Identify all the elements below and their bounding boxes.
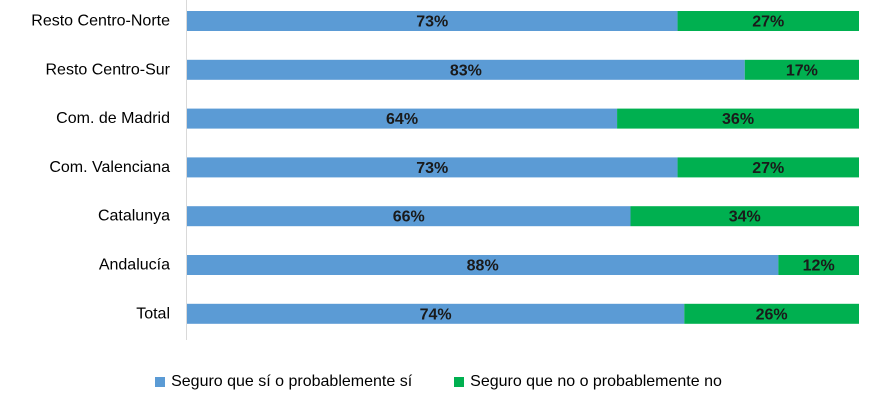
bar-com-valenciana-no (677, 157, 859, 178)
legend-swatch-no (454, 377, 465, 387)
plot-area: Resto Centro-Norte 73% 27% Resto Centro-Sur… (31, 11, 859, 324)
bar-catalunya-no (630, 206, 859, 227)
data-label-com-valenciana-no: 27% (752, 160, 784, 177)
bar-resto-centro-sur-yes (187, 59, 745, 80)
data-label-total-yes: 74% (420, 306, 452, 323)
category-label-catalunya: Catalunya (98, 208, 170, 225)
data-label-resto-centro-sur-yes: 83% (450, 62, 482, 79)
data-label-catalunya-yes: 66% (393, 209, 425, 226)
bar-com-de-madrid-no (617, 108, 859, 129)
category-label-resto-centro-norte: Resto Centro-Norte (31, 13, 170, 30)
data-label-resto-centro-sur-no: 17% (786, 62, 818, 79)
bar-catalunya-yes (187, 206, 631, 227)
legend-item-yes: Seguro que sí o probablemente sí (155, 373, 412, 391)
bar-andalucia-no (778, 255, 859, 275)
category-label-com-valenciana: Com. Valenciana (49, 159, 170, 176)
legend-label-yes: Seguro que sí o probablemente sí (171, 373, 413, 390)
bar-com-valenciana-yes (187, 157, 678, 178)
category-label-resto-centro-sur: Resto Centro-Sur (46, 61, 171, 78)
data-label-com-de-madrid-no: 36% (722, 111, 754, 128)
legend-label-no: Seguro que no o probablemente no (470, 373, 722, 390)
bar-andalucia-yes (187, 255, 779, 275)
data-label-andalucia-no: 12% (803, 258, 835, 275)
category-label-com-de-madrid: Com. de Madrid (56, 110, 170, 127)
legend-item-no: Seguro que no o probablemente no (454, 373, 722, 391)
data-label-com-de-madrid-yes: 64% (386, 111, 418, 128)
data-label-com-valenciana-yes: 73% (416, 160, 448, 177)
bar-com-de-madrid-yes (187, 108, 618, 129)
category-label-total: Total (136, 305, 170, 322)
bar-resto-centro-norte-yes (187, 11, 678, 31)
bar-total-yes (187, 303, 685, 324)
data-label-resto-centro-norte-yes: 73% (416, 14, 448, 31)
data-label-andalucia-yes: 88% (467, 258, 499, 275)
category-label-andalucia: Andalucía (99, 257, 170, 274)
data-label-resto-centro-norte-no: 27% (752, 14, 784, 31)
legend-swatch-yes (155, 377, 166, 387)
bar-resto-centro-sur-no (744, 59, 859, 80)
legend: Seguro que sí o probablemente sí Seguro … (0, 370, 877, 394)
bar-total-no (684, 303, 859, 324)
data-label-total-no: 26% (756, 306, 788, 323)
data-label-catalunya-no: 34% (729, 209, 761, 226)
bar-resto-centro-norte-no (677, 11, 859, 31)
